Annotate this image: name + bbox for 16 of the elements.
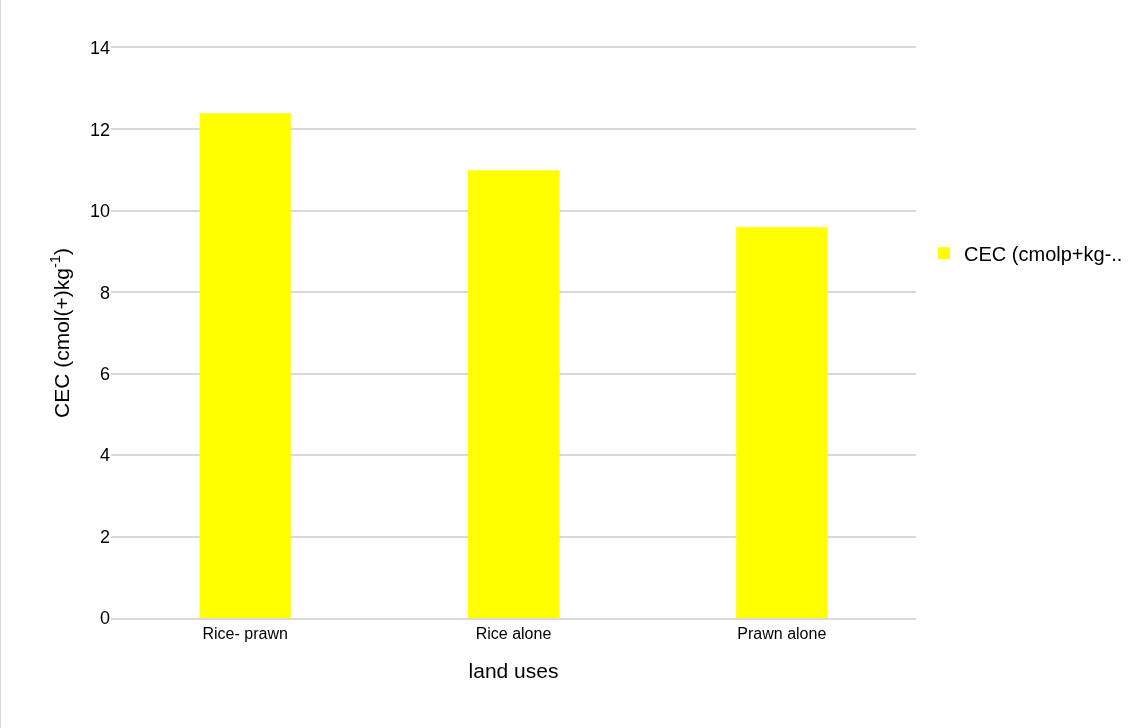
y-tick-label: 14	[89, 38, 110, 59]
x-axis-title: land uses	[468, 658, 559, 682]
y-tick-label: 8	[99, 282, 110, 303]
bar	[736, 227, 828, 618]
y-tick-label: 6	[99, 364, 110, 385]
legend-label: CEC (cmolp+kg-..	[964, 243, 1123, 265]
y-tick-label: 0	[99, 608, 110, 629]
y-tick-label: 12	[89, 119, 110, 140]
x-tick-label: Rice- prawn	[202, 624, 288, 642]
y-tick-label: 2	[99, 526, 110, 547]
x-tick-label: Prawn alone	[737, 624, 827, 642]
x-tick-label: Rice alone	[475, 624, 552, 642]
bar	[199, 113, 291, 618]
y-tick-label: 10	[89, 201, 110, 222]
bar	[467, 170, 560, 618]
y-tick-label: 4	[99, 445, 110, 466]
